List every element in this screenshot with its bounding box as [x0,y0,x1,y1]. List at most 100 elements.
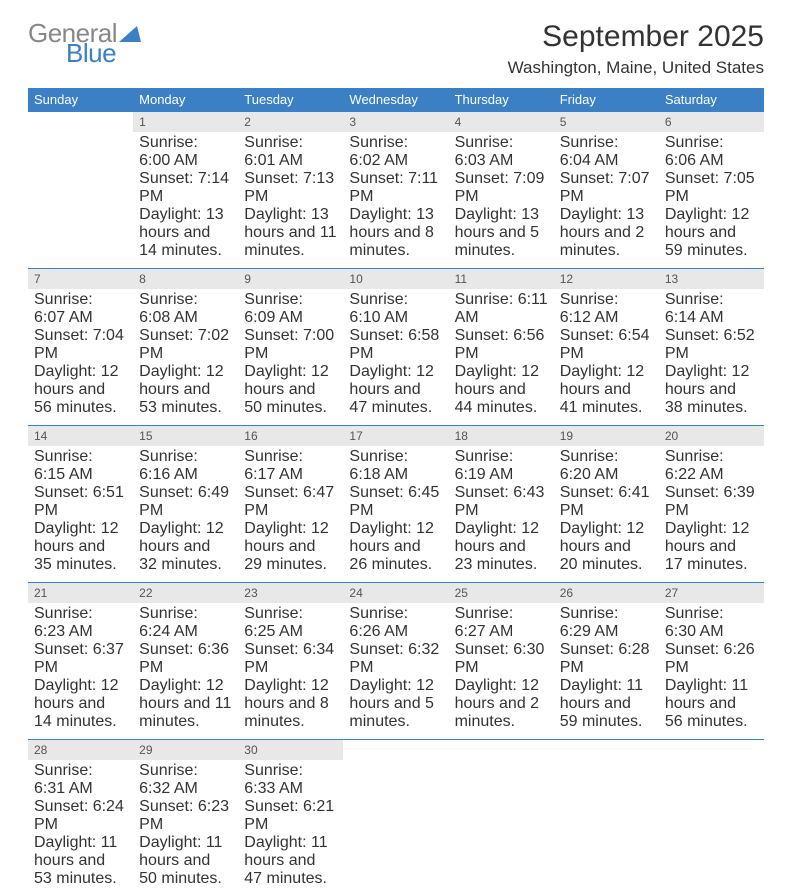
day-number-cell [449,740,554,761]
day-content-cell [659,760,764,896]
daylight-text: Daylight: 11 hours and 53 minutes. [34,834,127,888]
week-1-content-row: Sunrise: 6:07 AMSunset: 7:04 PMDaylight:… [28,289,764,426]
daylight-text: Daylight: 12 hours and 35 minutes. [34,520,127,574]
day-content-cell: Sunrise: 6:15 AMSunset: 6:51 PMDaylight:… [28,446,133,583]
day-content-cell: Sunrise: 6:12 AMSunset: 6:54 PMDaylight:… [554,289,659,426]
daylight-text: Daylight: 12 hours and 53 minutes. [139,363,232,417]
sunrise-text: Sunrise: 6:17 AM [244,448,337,484]
day-content-cell: Sunrise: 6:31 AMSunset: 6:24 PMDaylight:… [28,760,133,896]
sunrise-text: Sunrise: 6:30 AM [665,605,758,641]
day-content-cell: Sunrise: 6:01 AMSunset: 7:13 PMDaylight:… [238,132,343,269]
sunrise-text: Sunrise: 6:01 AM [244,134,337,170]
sunrise-text: Sunrise: 6:00 AM [139,134,232,170]
day-number-cell: 19 [554,426,659,447]
day-header-saturday: Saturday [659,88,764,112]
day-number-cell [659,740,764,761]
daylight-text: Daylight: 13 hours and 14 minutes. [139,206,232,260]
logo: General Blue [28,20,141,66]
day-number-cell: 4 [449,112,554,133]
daylight-text: Daylight: 12 hours and 59 minutes. [665,206,758,260]
sunset-text: Sunset: 7:07 PM [560,170,653,206]
day-number-cell: 23 [238,583,343,604]
sunset-text: Sunset: 6:47 PM [244,484,337,520]
day-content-cell: Sunrise: 6:24 AMSunset: 6:36 PMDaylight:… [133,603,238,740]
sunset-text: Sunset: 6:49 PM [139,484,232,520]
day-header-monday: Monday [133,88,238,112]
sunset-text: Sunset: 6:28 PM [560,641,653,677]
logo-word-2: Blue [66,40,141,66]
sunset-text: Sunset: 6:45 PM [349,484,442,520]
day-number-cell: 8 [133,269,238,290]
daylight-text: Daylight: 12 hours and 38 minutes. [665,363,758,417]
day-content-cell: Sunrise: 6:30 AMSunset: 6:26 PMDaylight:… [659,603,764,740]
sunrise-text: Sunrise: 6:10 AM [349,291,442,327]
sunset-text: Sunset: 6:24 PM [34,798,127,834]
day-header-thursday: Thursday [449,88,554,112]
sunrise-text: Sunrise: 6:09 AM [244,291,337,327]
day-content-cell: Sunrise: 6:11 AMSunset: 6:56 PMDaylight:… [449,289,554,426]
sunrise-text: Sunrise: 6:22 AM [665,448,758,484]
sunrise-text: Sunrise: 6:33 AM [244,762,337,798]
day-content-cell: Sunrise: 6:23 AMSunset: 6:37 PMDaylight:… [28,603,133,740]
week-3-content-row: Sunrise: 6:23 AMSunset: 6:37 PMDaylight:… [28,603,764,740]
day-number-cell: 3 [343,112,448,133]
sunrise-text: Sunrise: 6:23 AM [34,605,127,641]
day-header-sunday: Sunday [28,88,133,112]
daylight-text: Daylight: 12 hours and 41 minutes. [560,363,653,417]
daylight-text: Daylight: 12 hours and 8 minutes. [244,677,337,731]
week-1-daynum-row: 78910111213 [28,269,764,290]
day-content-cell: Sunrise: 6:17 AMSunset: 6:47 PMDaylight:… [238,446,343,583]
daylight-text: Daylight: 13 hours and 11 minutes. [244,206,337,260]
day-content-cell [554,760,659,896]
day-number-cell: 7 [28,269,133,290]
week-2-content-row: Sunrise: 6:15 AMSunset: 6:51 PMDaylight:… [28,446,764,583]
header: General Blue September 2025 Washington, … [28,20,764,78]
day-number-cell: 26 [554,583,659,604]
day-content-cell: Sunrise: 6:18 AMSunset: 6:45 PMDaylight:… [343,446,448,583]
day-content-cell: Sunrise: 6:33 AMSunset: 6:21 PMDaylight:… [238,760,343,896]
daylight-text: Daylight: 12 hours and 32 minutes. [139,520,232,574]
sunset-text: Sunset: 6:41 PM [560,484,653,520]
day-content-cell: Sunrise: 6:14 AMSunset: 6:52 PMDaylight:… [659,289,764,426]
daylight-text: Daylight: 13 hours and 5 minutes. [455,206,548,260]
day-content-cell: Sunrise: 6:27 AMSunset: 6:30 PMDaylight:… [449,603,554,740]
sunset-text: Sunset: 7:00 PM [244,327,337,363]
sunset-text: Sunset: 7:11 PM [349,170,442,206]
sunrise-text: Sunrise: 6:25 AM [244,605,337,641]
day-number-cell: 30 [238,740,343,761]
sunrise-text: Sunrise: 6:32 AM [139,762,232,798]
day-number-cell: 1 [133,112,238,133]
day-content-cell: Sunrise: 6:25 AMSunset: 6:34 PMDaylight:… [238,603,343,740]
day-number-cell [28,112,133,133]
sunset-text: Sunset: 6:32 PM [349,641,442,677]
sunset-text: Sunset: 6:21 PM [244,798,337,834]
day-header-wednesday: Wednesday [343,88,448,112]
day-content-cell: Sunrise: 6:07 AMSunset: 7:04 PMDaylight:… [28,289,133,426]
sunrise-text: Sunrise: 6:27 AM [455,605,548,641]
sunset-text: Sunset: 6:34 PM [244,641,337,677]
day-number-cell: 20 [659,426,764,447]
sunset-text: Sunset: 7:04 PM [34,327,127,363]
daylight-text: Daylight: 12 hours and 44 minutes. [455,363,548,417]
calendar-table: SundayMondayTuesdayWednesdayThursdayFrid… [28,88,764,896]
sunset-text: Sunset: 6:39 PM [665,484,758,520]
day-number-cell: 6 [659,112,764,133]
sunset-text: Sunset: 6:43 PM [455,484,548,520]
daylight-text: Daylight: 13 hours and 8 minutes. [349,206,442,260]
sunset-text: Sunset: 7:13 PM [244,170,337,206]
day-number-cell: 11 [449,269,554,290]
week-0-daynum-row: 123456 [28,112,764,133]
sunrise-text: Sunrise: 6:03 AM [455,134,548,170]
week-2-daynum-row: 14151617181920 [28,426,764,447]
daylight-text: Daylight: 12 hours and 29 minutes. [244,520,337,574]
daylight-text: Daylight: 12 hours and 11 minutes. [139,677,232,731]
daylight-text: Daylight: 12 hours and 26 minutes. [349,520,442,574]
sunrise-text: Sunrise: 6:06 AM [665,134,758,170]
sunrise-text: Sunrise: 6:29 AM [560,605,653,641]
day-number-cell: 12 [554,269,659,290]
day-content-cell: Sunrise: 6:32 AMSunset: 6:23 PMDaylight:… [133,760,238,896]
day-content-cell [449,760,554,896]
sunset-text: Sunset: 6:23 PM [139,798,232,834]
sunrise-text: Sunrise: 6:11 AM [455,291,548,327]
day-number-cell: 13 [659,269,764,290]
